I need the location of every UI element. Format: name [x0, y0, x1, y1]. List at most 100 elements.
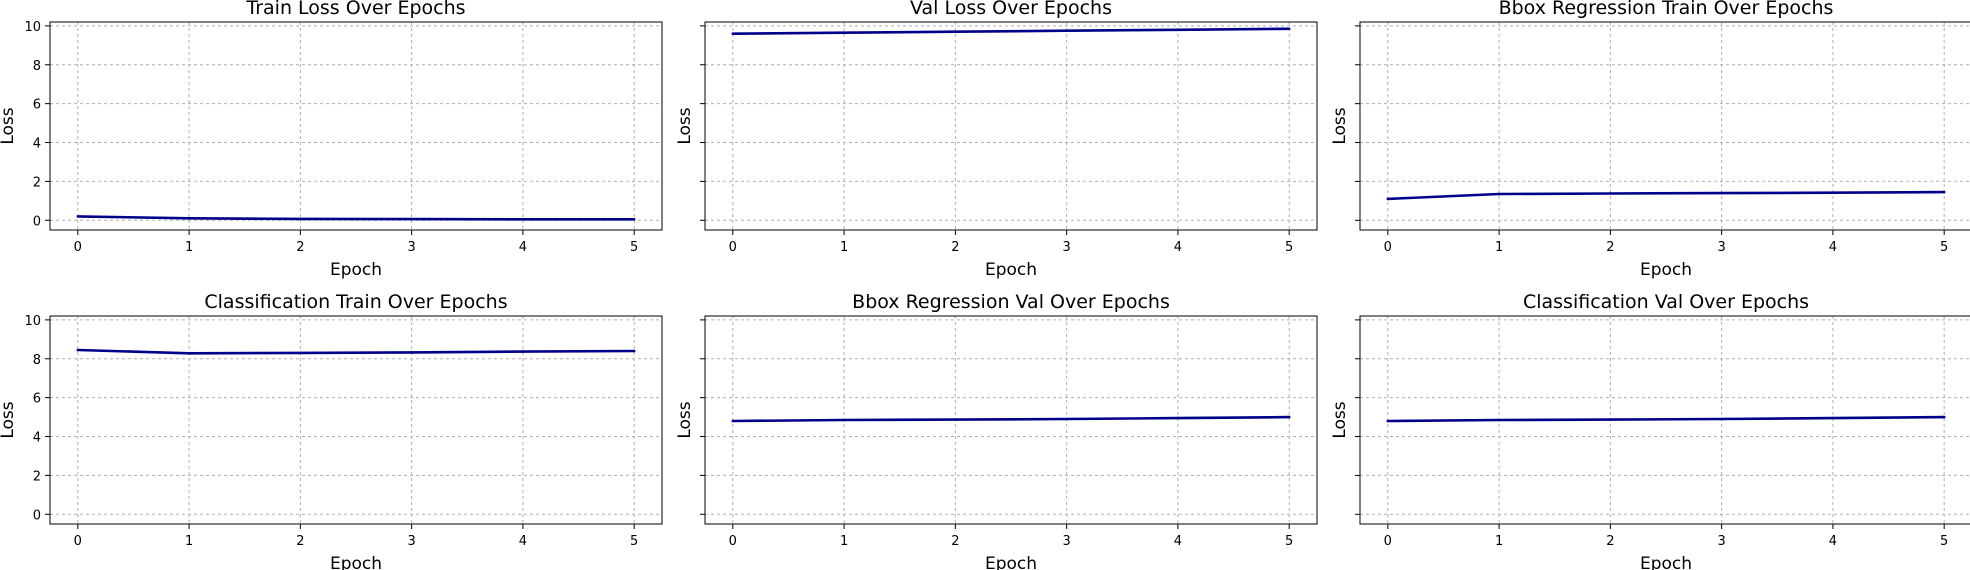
x-tick-label: 3: [1717, 534, 1725, 549]
x-tick-label: 3: [1717, 240, 1725, 255]
y-axis-label: Loss: [675, 401, 695, 438]
chart-title: Val Loss Over Epochs: [910, 0, 1112, 19]
x-tick-label: 0: [1384, 240, 1392, 255]
data-point: [731, 32, 735, 35]
data-point: [1386, 197, 1390, 201]
data-point: [187, 217, 191, 220]
chart-title: Classification Val Over Epochs: [1523, 291, 1809, 313]
y-axis-label: Loss: [0, 401, 18, 438]
data-point: [76, 348, 80, 352]
data-point: [1497, 418, 1501, 422]
data-point: [632, 349, 636, 353]
axes-frame: [704, 315, 1318, 525]
x-tick-label: 3: [407, 240, 415, 255]
x-tick-label: 1: [1495, 534, 1503, 549]
data-point: [1831, 416, 1835, 420]
x-axis-label: Epoch: [1640, 554, 1692, 570]
data-point: [731, 419, 735, 423]
x-tick-label: 1: [840, 240, 848, 255]
data-point: [1942, 190, 1946, 194]
x-tick-label: 5: [630, 240, 638, 255]
x-tick-label: 4: [1829, 534, 1837, 549]
data-point: [632, 218, 636, 221]
y-tick-label: 8: [33, 59, 41, 74]
data-point: [1386, 419, 1390, 423]
data-point: [1176, 416, 1180, 420]
axes-frame: [1359, 21, 1970, 231]
data-point: [1176, 28, 1180, 32]
y-tick-label: 6: [33, 392, 41, 407]
x-tick-label: 3: [1062, 534, 1070, 549]
data-point: [1065, 29, 1068, 33]
x-axis-label: Epoch: [330, 260, 382, 280]
data-point: [1287, 27, 1291, 31]
x-tick-label: 2: [1606, 534, 1614, 549]
data-point: [954, 30, 957, 34]
data-point: [1720, 191, 1723, 195]
x-tick-label: 0: [729, 534, 737, 549]
x-tick-label: 2: [296, 240, 304, 255]
y-axis-label: Loss: [675, 107, 695, 144]
y-tick-label: 4: [33, 137, 41, 152]
x-tick-label: 5: [1940, 534, 1948, 549]
y-tick-label: 8: [33, 353, 41, 368]
axes-frame: [1359, 315, 1970, 525]
series-line: [1387, 415, 1945, 423]
x-tick-label: 1: [185, 240, 193, 255]
x-tick-label: 4: [1829, 240, 1837, 255]
chart-title: Train Loss Over Epochs: [245, 0, 465, 19]
x-tick-label: 2: [296, 534, 304, 549]
x-tick-label: 5: [1285, 534, 1293, 549]
x-tick-label: 0: [1384, 534, 1392, 549]
x-axis-label: Epoch: [330, 554, 382, 570]
chart-title: Bbox Regression Val Over Epochs: [852, 291, 1170, 313]
x-tick-label: 4: [519, 240, 527, 255]
y-axis-label: Loss: [1330, 401, 1350, 438]
x-tick-label: 3: [407, 534, 415, 549]
data-point: [1287, 415, 1291, 419]
subplot-6: 0 1 2 3 4 5 Classification Val Over Epochs Epoc…: [1330, 291, 1970, 570]
data-point: [954, 418, 957, 421]
axes-frame: [49, 315, 663, 525]
subplot-1: 0 1 2 3 4 5 0 2 4 6 8 10 Train Loss Over Epochs Epoch…: [0, 0, 663, 280]
x-tick-label: 2: [951, 534, 959, 549]
data-point: [1065, 417, 1068, 421]
x-tick-label: 2: [951, 240, 959, 255]
x-tick-label: 4: [519, 534, 527, 549]
x-tick-label: 1: [840, 534, 848, 549]
axes-frame: [49, 21, 663, 231]
y-axis-label: Loss: [0, 107, 18, 144]
y-tick-label: 10: [24, 20, 41, 35]
data-point: [842, 31, 846, 34]
data-point: [1720, 417, 1723, 421]
data-point: [187, 352, 191, 355]
x-tick-label: 0: [729, 240, 737, 255]
series-line: [77, 215, 635, 221]
y-tick-label: 4: [33, 431, 41, 446]
x-axis-label: Epoch: [985, 260, 1037, 280]
x-tick-label: 0: [74, 534, 82, 549]
x-tick-label: 4: [1174, 534, 1182, 549]
data-point: [521, 350, 525, 353]
x-tick-label: 0: [74, 240, 82, 255]
series-line: [77, 348, 635, 355]
data-point: [521, 218, 525, 221]
subplot-4: 0 1 2 3 4 5 0 2 4 6 8 10 Classification Train Over E…: [0, 291, 663, 570]
data-point: [1609, 192, 1612, 195]
y-tick-label: 0: [33, 508, 41, 523]
chart-title: Classification Train Over Epochs: [204, 291, 507, 313]
y-tick-label: 0: [33, 214, 41, 229]
data-point: [76, 215, 80, 218]
x-tick-label: 3: [1062, 240, 1070, 255]
data-point: [1831, 191, 1835, 194]
x-tick-label: 5: [1940, 240, 1948, 255]
series-line: [1387, 190, 1945, 201]
subplot-5: 0 1 2 3 4 5 Bbox Regression Val Over Epochs Epo…: [675, 291, 1318, 570]
data-point: [1942, 415, 1946, 419]
x-tick-label: 1: [1495, 240, 1503, 255]
x-tick-label: 4: [1174, 240, 1182, 255]
series-line: [732, 415, 1290, 423]
x-axis-label: Epoch: [985, 554, 1037, 570]
data-point: [410, 351, 413, 354]
